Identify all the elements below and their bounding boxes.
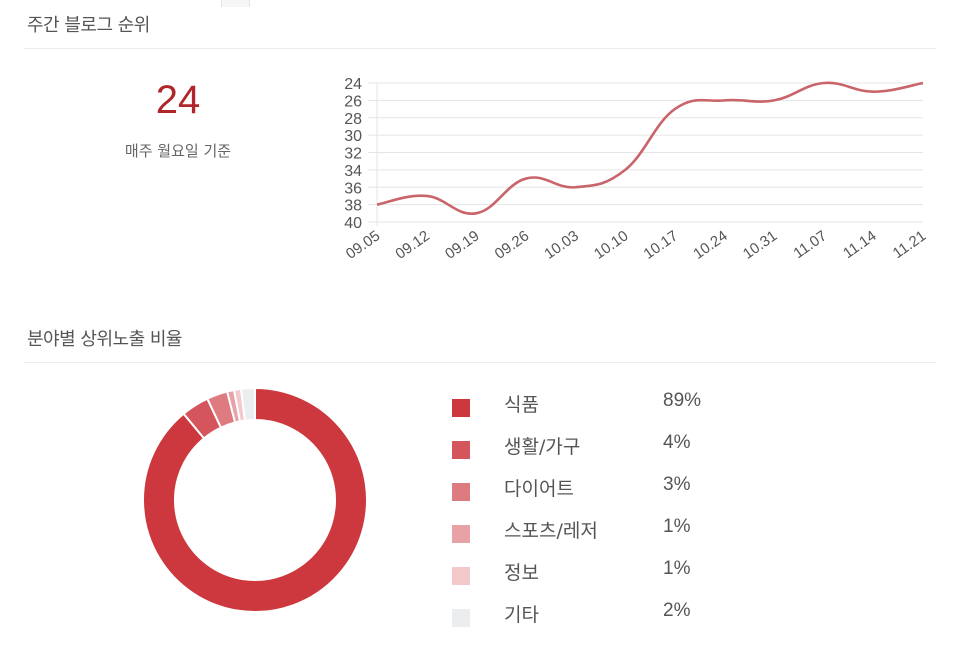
donut-slice (239, 386, 256, 422)
rank-section-title: 주간 블로그 순위 (27, 15, 150, 36)
legend-label: 생활/가구 (504, 436, 581, 458)
top-tab-stub (221, 0, 250, 7)
legend-item: 기타 2% (452, 600, 752, 642)
x-tick-label: 09.05 (343, 227, 384, 262)
legend-label: 스포츠/레저 (504, 520, 598, 542)
legend-label: 식품 (504, 394, 539, 416)
legend-swatch-icon (452, 441, 470, 459)
y-tick-label: 32 (344, 146, 362, 163)
legend-item: 정보 1% (452, 558, 752, 600)
rank-line-series (376, 81, 924, 215)
current-rank-value: 24 (155, 78, 201, 122)
legend-item: 식품 89% (452, 390, 752, 432)
legend-swatch-icon (452, 399, 470, 417)
legend-percent: 1% (663, 516, 691, 537)
x-tick-label: 10.24 (690, 227, 731, 262)
share-section-title: 분야별 상위노출 비율 (27, 329, 182, 350)
legend-percent: 4% (663, 432, 691, 453)
legend-item: 다이어트 3% (452, 474, 752, 516)
x-tick-label: 11.14 (840, 227, 880, 262)
rank-basis-note: 매주 월요일 기준 (124, 142, 232, 160)
y-tick-label: 26 (344, 93, 362, 110)
x-tick-label: 11.21 (890, 227, 930, 262)
share-section-divider (24, 362, 936, 363)
legend-swatch-icon (452, 567, 470, 585)
x-tick-label: 10.03 (541, 227, 582, 262)
legend-swatch-icon (452, 483, 470, 501)
legend-swatch-icon (452, 525, 470, 543)
legend-percent: 1% (663, 558, 691, 579)
y-tick-label: 40 (344, 215, 362, 232)
legend-label: 기타 (504, 604, 539, 626)
y-tick-label: 36 (344, 180, 362, 197)
legend-item: 스포츠/레저 1% (452, 516, 752, 558)
legend-item: 생활/가구 4% (452, 432, 752, 474)
legend-label: 정보 (504, 562, 539, 584)
y-tick-label: 38 (344, 198, 362, 215)
x-tick-label: 09.19 (442, 227, 483, 262)
y-tick-label: 24 (344, 76, 362, 93)
x-tick-label: 10.31 (740, 227, 781, 262)
legend-percent: 2% (663, 600, 691, 621)
y-tick-label: 30 (344, 128, 362, 145)
legend-swatch-icon (452, 609, 470, 627)
y-tick-label: 34 (344, 163, 362, 180)
legend-label: 다이어트 (504, 478, 574, 500)
legend-percent: 89% (663, 390, 702, 411)
x-tick-label: 10.10 (591, 227, 632, 262)
y-tick-label: 28 (344, 111, 362, 128)
rank-section-divider (24, 48, 936, 49)
x-tick-label: 09.26 (492, 227, 533, 262)
x-tick-label: 10.17 (641, 227, 682, 262)
x-tick-label: 11.07 (790, 227, 830, 262)
legend-percent: 3% (663, 474, 691, 495)
donut-slice (142, 386, 368, 613)
category-share-donut-chart (142, 386, 368, 613)
x-tick-label: 09.12 (392, 227, 433, 262)
